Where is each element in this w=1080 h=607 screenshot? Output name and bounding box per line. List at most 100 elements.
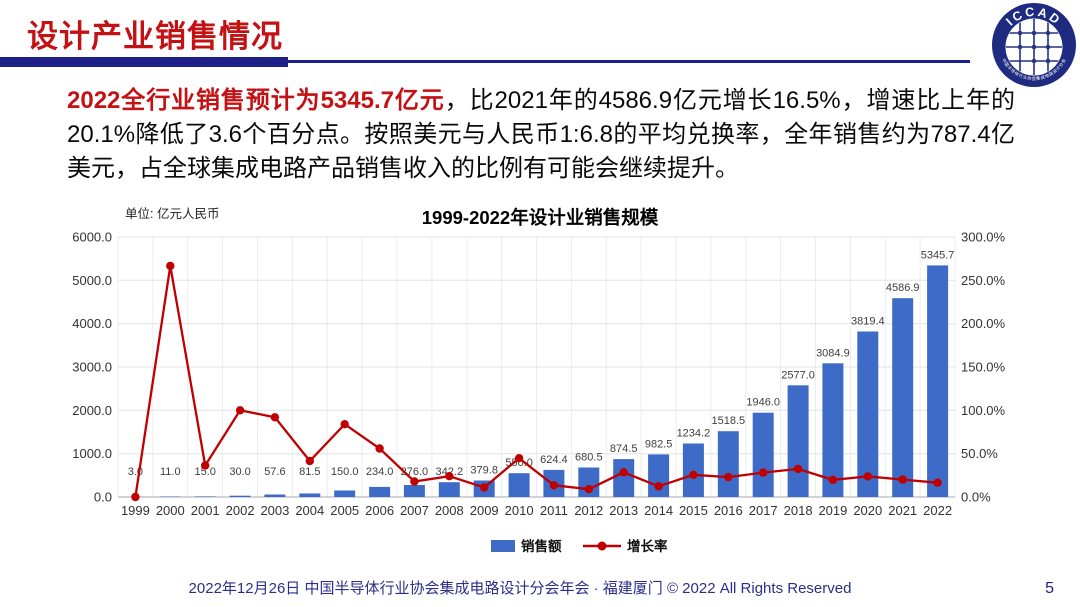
sales-bar bbox=[369, 486, 391, 497]
bar-value-label: 1518.5 bbox=[711, 415, 745, 427]
x-axis-label: 2010 bbox=[505, 503, 534, 518]
legend-label-sales: 销售额 bbox=[521, 538, 562, 554]
bar-data-labels: 3.0 11.0 15.0 30.0 57.6 81.5 150.0 234.0 276.0 34… bbox=[128, 249, 955, 478]
x-axis-label: 2016 bbox=[714, 503, 743, 518]
right-axis-tick: 0.0% bbox=[961, 490, 991, 505]
iccad-logo-badge: ICCAD 中国半导体行业协会集成电路设计分会 bbox=[992, 3, 1076, 87]
growth-point bbox=[375, 444, 384, 453]
x-axis-label: 2015 bbox=[679, 503, 708, 518]
left-axis-tick: 5000.0 bbox=[72, 273, 112, 288]
growth-point bbox=[410, 477, 419, 486]
growth-point bbox=[340, 420, 349, 429]
right-axis-tick: 150.0% bbox=[961, 360, 1006, 375]
bar-value-label: 11.0 bbox=[160, 466, 181, 478]
bar-value-label: 3084.9 bbox=[816, 347, 850, 359]
sales-bar bbox=[334, 490, 356, 497]
right-axis-tick: 250.0% bbox=[961, 273, 1006, 288]
x-axis-label: 2004 bbox=[295, 503, 324, 518]
x-axis-label: 2001 bbox=[191, 503, 220, 518]
growth-point bbox=[863, 472, 872, 481]
sales-bar bbox=[717, 431, 739, 497]
sales-bar bbox=[787, 385, 809, 497]
growth-point bbox=[759, 468, 768, 477]
legend-label-growth: 增长率 bbox=[627, 538, 668, 554]
x-axis-label: 2008 bbox=[435, 503, 464, 518]
x-axis-labels: 1999 2000 2001 2002 2003 2004 2005 2006 2007 2008… bbox=[121, 503, 952, 518]
sales-bar bbox=[892, 298, 914, 497]
bar-value-label: 4586.9 bbox=[886, 282, 920, 294]
sales-bar bbox=[508, 473, 530, 497]
left-axis-tick: 2000.0 bbox=[72, 403, 112, 418]
bar-value-label: 874.5 bbox=[610, 443, 638, 455]
sales-bar bbox=[682, 443, 704, 497]
right-axis-tick: 300.0% bbox=[961, 230, 1006, 245]
chart-unit-label: 单位: 亿元人民币 bbox=[125, 206, 219, 221]
bar-value-label: 680.5 bbox=[575, 452, 603, 464]
summary-rest: ，比2021年的4586.9亿元增长16.5%，增速比上年的20.1%降低了3.… bbox=[67, 87, 1015, 182]
growth-point bbox=[793, 464, 803, 474]
x-axis-label: 2009 bbox=[470, 503, 499, 518]
x-axis-label: 2013 bbox=[609, 503, 638, 518]
right-axis-tick: 200.0% bbox=[961, 316, 1006, 331]
growth-point bbox=[549, 481, 559, 490]
growth-point bbox=[584, 485, 593, 494]
growth-point bbox=[689, 470, 698, 479]
x-axis-label: 2017 bbox=[749, 503, 778, 518]
growth-point bbox=[724, 472, 733, 482]
iccad-logo: ICCAD 中国半导体行业协会集成电路设计分会 bbox=[991, 2, 1077, 88]
sales-bar bbox=[264, 494, 286, 497]
footer-text: 2022年12月26日 中国半导体行业协会集成电路设计分会年会 · 福建厦门 ©… bbox=[188, 580, 852, 597]
sales-bar bbox=[613, 459, 635, 497]
summary-highlight: 2022全行业销售预计为5345.7亿元 bbox=[67, 87, 445, 114]
x-axis-label: 2022 bbox=[923, 503, 952, 518]
bar-value-label: 624.4 bbox=[540, 454, 568, 466]
sales-bar bbox=[159, 496, 181, 497]
x-axis-label: 2002 bbox=[226, 503, 255, 518]
x-axis-label: 2021 bbox=[888, 503, 917, 518]
left-axis-tick: 0.0 bbox=[94, 490, 112, 505]
bar-value-label: 150.0 bbox=[331, 466, 359, 478]
bar-value-label: 15.0 bbox=[194, 466, 215, 478]
bar-value-label: 342.2 bbox=[436, 466, 464, 478]
growth-point bbox=[514, 454, 524, 463]
growth-point bbox=[654, 482, 663, 491]
logo-ic-grid-dots bbox=[1018, 31, 1050, 63]
sales-bar bbox=[403, 485, 425, 497]
bar-value-label: 379.8 bbox=[470, 465, 498, 477]
sales-bar bbox=[752, 412, 774, 497]
page-title: 设计产业销售情况 bbox=[27, 19, 283, 54]
growth-points bbox=[131, 261, 942, 502]
right-axis-ticks: 0.0% 50.0% 100.0% 150.0% 200.0% 250.0% 300.0% bbox=[961, 230, 1006, 505]
sales-chart-svg: 0.01000.02000.03000.04000.05000.06000.00… bbox=[72, 206, 1006, 554]
right-axis-tick: 50.0% bbox=[961, 446, 998, 461]
growth-point bbox=[828, 475, 838, 485]
page-number: 5 bbox=[1045, 580, 1054, 597]
x-axis-label: 2006 bbox=[365, 503, 394, 518]
x-axis-label: 2011 bbox=[540, 503, 568, 518]
left-axis-tick: 6000.0 bbox=[72, 230, 112, 245]
sales-bar bbox=[822, 363, 844, 497]
summary-paragraph: 2022全行业销售预计为5345.7亿元，比2021年的4586.9亿元增长16… bbox=[67, 84, 1015, 186]
bar-value-label: 30.0 bbox=[229, 466, 250, 478]
legend-swatch-sales bbox=[491, 540, 515, 552]
growth-point bbox=[235, 406, 245, 415]
x-axis-label: 2019 bbox=[818, 503, 847, 518]
title-underline-thick bbox=[0, 57, 288, 67]
growth-point bbox=[445, 472, 454, 481]
x-axis-label: 2012 bbox=[574, 503, 603, 518]
chart-title: 1999-2022年设计业销售规模 bbox=[422, 207, 659, 228]
x-axis-label: 2005 bbox=[330, 503, 359, 518]
sales-bar bbox=[857, 331, 879, 497]
right-axis-tick: 100.0% bbox=[961, 403, 1006, 418]
growth-point bbox=[933, 478, 942, 487]
bar-value-label: 550.0 bbox=[505, 457, 533, 469]
x-axis-label: 2014 bbox=[644, 503, 673, 518]
sales-bar bbox=[927, 265, 949, 497]
sales-bar bbox=[648, 454, 670, 497]
growth-point bbox=[619, 468, 628, 477]
bar-value-label: 234.0 bbox=[366, 466, 394, 478]
sales-bar bbox=[194, 496, 216, 497]
bar-value-label: 1234.2 bbox=[677, 428, 711, 440]
growth-point bbox=[131, 492, 140, 502]
